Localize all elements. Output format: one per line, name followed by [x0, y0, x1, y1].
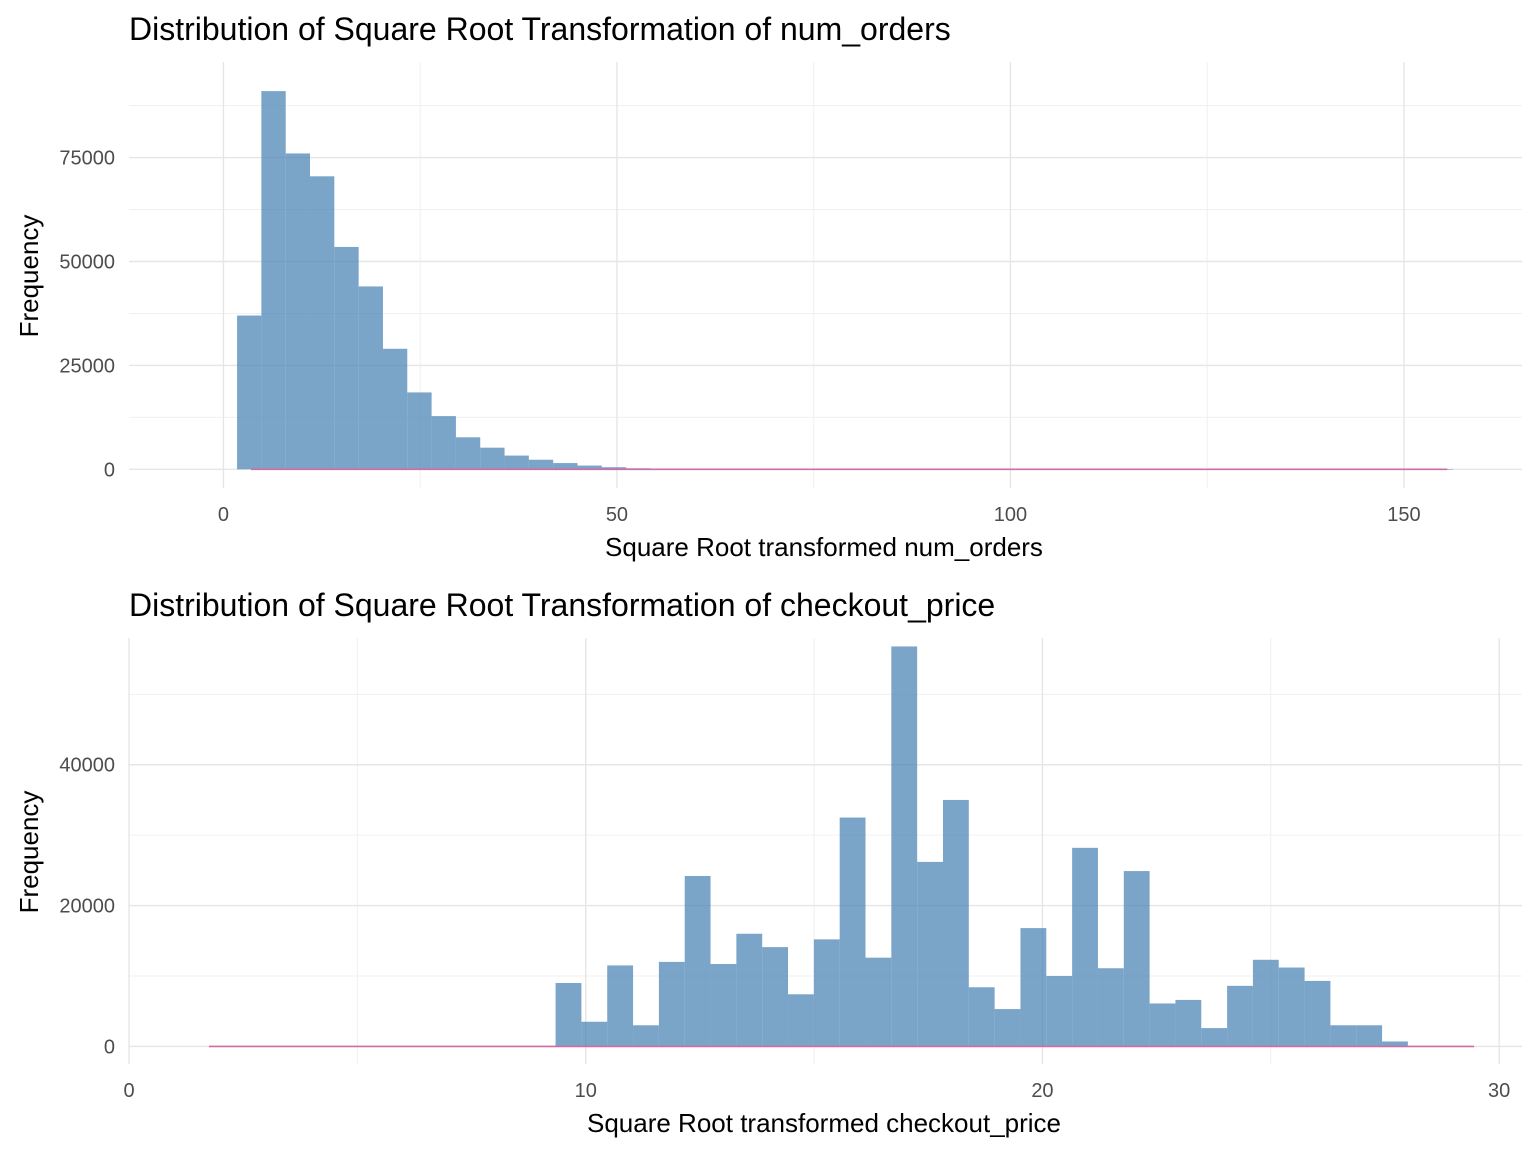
- histogram-bar: [237, 315, 262, 470]
- histogram-bar: [994, 1009, 1021, 1047]
- histogram-bar: [1123, 871, 1150, 1047]
- y-tick-label: 0: [104, 459, 115, 481]
- x-tick-label: 150: [1387, 504, 1420, 526]
- y-tick-label: 40000: [59, 755, 115, 777]
- histogram-bar: [358, 286, 383, 470]
- x-tick-labels: 0 50 100 150: [218, 504, 1421, 526]
- histogram-bar: [1304, 980, 1331, 1047]
- histogram-bar: [528, 459, 554, 470]
- histogram-bar: [1201, 1028, 1228, 1047]
- histogram-bar: [968, 987, 995, 1047]
- histogram-bar: [658, 961, 685, 1047]
- histogram-bar: [788, 994, 814, 1047]
- histogram-bar: [607, 965, 634, 1047]
- chart-title: Distribution of Square Root Transformati…: [129, 587, 995, 623]
- histogram-num-orders: Distribution of Square Root Transformati…: [14, 11, 1522, 562]
- histogram-bar: [334, 246, 359, 470]
- x-tick-label: 0: [218, 504, 229, 526]
- histogram-bar: [736, 933, 763, 1047]
- histogram-bar: [504, 455, 529, 470]
- histogram-bar: [285, 153, 311, 470]
- histogram-bar: [710, 964, 737, 1047]
- chart-title: Distribution of Square Root Transformati…: [129, 11, 951, 47]
- histogram-bar: [555, 983, 582, 1047]
- histogram-bar: [1382, 1041, 1408, 1047]
- histogram-bars: [555, 646, 1408, 1047]
- histogram-bar: [1278, 967, 1305, 1047]
- histogram-bar: [1330, 1025, 1357, 1047]
- histogram-bar: [762, 947, 789, 1047]
- y-tick-labels: 0 25000 50000 75000: [59, 148, 115, 482]
- histogram-bar: [455, 437, 481, 470]
- histogram-bar: [431, 416, 456, 470]
- histogram-bar: [1072, 847, 1098, 1047]
- x-axis-label: Square Root transformed checkout_price: [587, 1108, 1061, 1138]
- histogram-bar: [891, 646, 918, 1047]
- histogram-bar: [382, 348, 408, 470]
- y-axis-label: Frequency: [14, 215, 44, 338]
- histogram-bar: [261, 91, 286, 470]
- histogram-bar: [601, 467, 627, 470]
- x-axis-label: Square Root transformed num_orders: [605, 532, 1043, 562]
- histogram-bar: [813, 939, 840, 1047]
- y-tick-label: 50000: [59, 251, 115, 273]
- histogram-bar: [917, 861, 943, 1047]
- y-tick-label: 0: [104, 1036, 115, 1058]
- histogram-bar: [310, 176, 335, 470]
- histogram-bar: [1356, 1025, 1383, 1047]
- histogram-bar: [480, 447, 505, 470]
- x-tick-label: 50: [606, 504, 628, 526]
- x-tick-label: 20: [1031, 1080, 1053, 1102]
- histogram-bar: [1097, 968, 1124, 1047]
- x-tick-label: 10: [575, 1080, 597, 1102]
- histogram-bar: [1252, 959, 1279, 1047]
- histogram-bar: [1020, 928, 1047, 1047]
- histogram-bar: [407, 392, 432, 470]
- histogram-bar: [1149, 1003, 1176, 1047]
- histogram-bar: [839, 817, 866, 1047]
- x-tick-label: 100: [994, 504, 1027, 526]
- x-tick-labels: 0 10 20 30: [123, 1080, 1510, 1102]
- x-tick-label: 0: [123, 1080, 134, 1102]
- histogram-bar: [684, 875, 711, 1047]
- y-tick-label: 25000: [59, 355, 115, 377]
- histogram-bar: [865, 957, 892, 1047]
- histogram-checkout-price: Distribution of Square Root Transformati…: [14, 587, 1522, 1138]
- y-tick-labels: 0 20000 40000: [59, 755, 115, 1059]
- histogram-bars: [237, 91, 1453, 470]
- histogram-bar: [633, 1025, 659, 1047]
- histogram-bar: [942, 799, 969, 1047]
- x-tick-label: 30: [1488, 1080, 1510, 1102]
- histogram-bar: [1227, 985, 1253, 1047]
- histogram-bar: [1046, 975, 1073, 1047]
- y-axis-label: Frequency: [14, 791, 44, 914]
- histogram-bar: [581, 1021, 608, 1047]
- histogram-bar: [553, 463, 578, 470]
- histogram-bar: [577, 465, 602, 470]
- y-tick-label: 75000: [59, 148, 115, 170]
- histogram-bar: [1175, 999, 1202, 1047]
- y-tick-label: 20000: [59, 896, 115, 918]
